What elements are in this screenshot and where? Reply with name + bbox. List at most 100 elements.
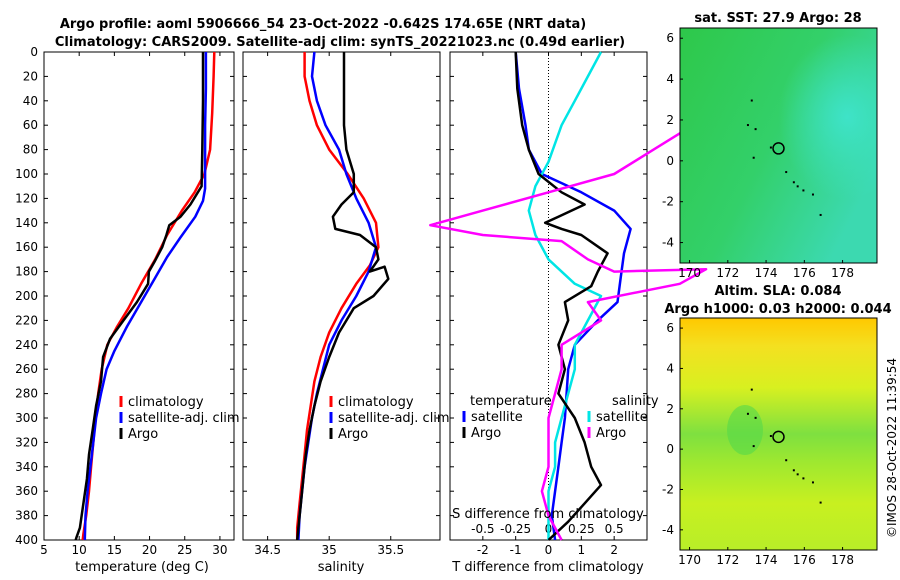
y-tick-label: 40 [23, 94, 38, 108]
x-tick-label: -1 [510, 543, 522, 557]
island-mark [811, 193, 814, 196]
x-tick-label: 34.5 [254, 543, 281, 557]
island-mark [819, 213, 822, 216]
s-x-tick-label: 0.25 [568, 522, 595, 536]
difference-s-xlabel: S difference from climatology [452, 507, 644, 522]
salinity-axes-frame [242, 51, 441, 541]
series-s-satellite [527, 51, 603, 540]
series-argo [295, 52, 390, 541]
legend-t-argo: Argo [471, 426, 501, 441]
island-mark [746, 412, 749, 415]
y-tick-label: 20 [23, 69, 38, 83]
y-tick-label: 280 [15, 387, 38, 401]
x-tick-label: 1 [578, 543, 586, 557]
temperature-panel: 5 10 15 20 25 300 20 40 60 80 100 120 140 160 180 200 22… [15, 45, 235, 557]
x-tick-label: 2 [610, 543, 618, 557]
map-x-tick-label: 178 [831, 266, 854, 280]
map-y-tick-label: -2 [662, 482, 674, 496]
sla-map-panel: Altim. SLA: 0.084 Argo h1000: 0.03 h2000… [662, 284, 892, 567]
argo-location-marker [772, 430, 785, 444]
y-tick-label: 320 [15, 435, 38, 449]
map-y-tick-label: -2 [662, 195, 674, 209]
salinity-panel: 34.5 35 35.5 [242, 51, 441, 557]
s-x-tick-label: -0.25 [500, 522, 531, 536]
island-mark [785, 459, 788, 462]
y-tick-label: 180 [15, 265, 38, 279]
island-mark [785, 171, 788, 174]
salinity-xlabel: salinity [318, 560, 365, 575]
sla-map-title-line2: Argo h1000: 0.03 h2000: 0.044 [664, 302, 891, 317]
temperature-xlabel: temperature (deg C) [75, 560, 209, 575]
series-t-argo [514, 51, 609, 541]
title-line1: Argo profile: aoml 5906666_54 23-Oct-202… [60, 17, 586, 32]
island-mark [750, 99, 753, 102]
series-argo [74, 52, 205, 541]
temperature-legend: climatology satellite-adj. clim Argo [119, 395, 240, 442]
y-tick-label: 60 [23, 118, 38, 132]
island-mark [802, 477, 805, 480]
legend-climatology: climatology [128, 395, 204, 410]
y-tick-label: 220 [15, 313, 38, 327]
map-x-tick-label: 174 [755, 266, 778, 280]
salinity-legend: climatology satellite-adj. clim Argo [329, 395, 450, 442]
map-y-tick-label: 6 [666, 31, 674, 45]
island-mark [796, 473, 799, 476]
x-tick-label: 25 [177, 543, 192, 557]
x-tick-label: 5 [40, 543, 48, 557]
y-tick-label: 80 [23, 143, 38, 157]
map-x-tick-label: 170 [678, 266, 701, 280]
island-mark [796, 185, 799, 188]
island-mark [792, 181, 795, 184]
y-tick-label: 360 [15, 484, 38, 498]
difference-xlabel: T difference from climatology [451, 560, 644, 575]
sst-map-title: sat. SST: 27.9 Argo: 28 [694, 11, 861, 26]
island-mark [811, 481, 814, 484]
island-mark [792, 469, 795, 472]
y-tick-label: 120 [15, 191, 38, 205]
map-y-tick-label: 0 [666, 154, 674, 168]
map-y-tick-label: -4 [662, 523, 674, 537]
imos-credit: ©IMOS 28-Oct-2022 11:39:54 [885, 358, 899, 538]
legend-climatology: climatology [338, 395, 414, 410]
x-tick-label: 35 [322, 543, 337, 557]
island-mark [752, 445, 755, 448]
x-tick-label: 15 [107, 543, 122, 557]
y-tick-label: 240 [15, 338, 38, 352]
legend-t-satellite: satellite [471, 410, 523, 425]
map-x-tick-label: 172 [716, 553, 739, 567]
map-x-tick-label: 174 [755, 553, 778, 567]
island-mark [754, 128, 757, 131]
argo-location-marker [772, 142, 785, 155]
island-mark [746, 124, 749, 127]
y-tick-label: 340 [15, 460, 38, 474]
sla-low-patch [727, 405, 763, 455]
y-tick-label: 260 [15, 362, 38, 376]
sst-map-frame [679, 27, 878, 264]
y-tick-label: 200 [15, 289, 38, 303]
sst-warm-anomaly [680, 28, 877, 263]
x-tick-label: 20 [142, 543, 157, 557]
x-tick-label: 30 [212, 543, 227, 557]
y-tick-label: 300 [15, 411, 38, 425]
legend-satellite: satellite-adj. clim [128, 411, 240, 426]
y-tick-label: 160 [15, 240, 38, 254]
legend-salinity-header: salinity [612, 394, 659, 409]
legend-satellite: satellite-adj. clim [338, 411, 450, 426]
island-mark [754, 416, 757, 419]
x-tick-label: 35.5 [377, 543, 404, 557]
series-s-argo [429, 52, 721, 541]
sla-map-frame [679, 317, 878, 551]
map-y-tick-label: 6 [666, 321, 674, 335]
map-y-tick-label: 0 [666, 442, 674, 456]
x-tick-label: 10 [72, 543, 87, 557]
legend-argo: Argo [128, 427, 158, 442]
y-tick-label: 140 [15, 216, 38, 230]
map-y-tick-label: 2 [666, 402, 674, 416]
title-line2: Climatology: CARS2009. Satellite-adj cli… [55, 35, 625, 50]
island-mark [819, 501, 822, 504]
island-mark [750, 388, 753, 391]
map-x-tick-label: 178 [831, 553, 854, 567]
x-tick-label: -2 [477, 543, 489, 557]
y-tick-label: 100 [15, 167, 38, 181]
island-mark [769, 146, 772, 149]
